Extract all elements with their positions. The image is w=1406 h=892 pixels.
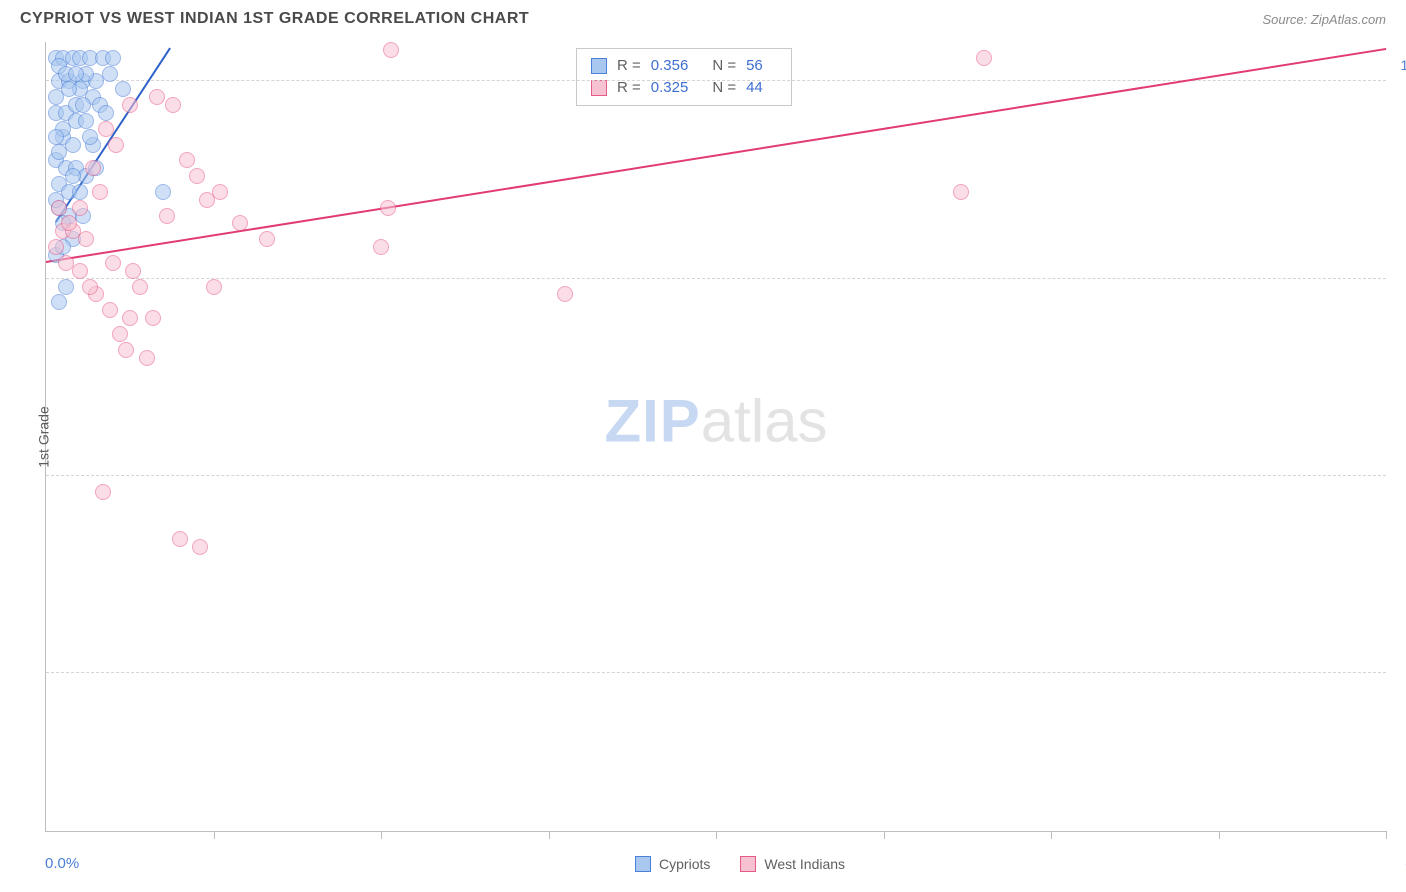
data-point [72,184,88,200]
data-point [165,97,181,113]
data-point [48,129,64,145]
plot-region: ZIPatlas R =0.356N =56R =0.325N =44 92.5… [45,42,1386,832]
gridline-h [46,475,1386,476]
y-axis-title: 1st Grade [36,406,52,467]
data-point [122,97,138,113]
data-point [125,263,141,279]
data-point [65,168,81,184]
data-point [115,81,131,97]
x-tick [716,831,717,839]
data-point [95,484,111,500]
chart-area: ZIPatlas R =0.356N =56R =0.325N =44 92.5… [45,42,1386,832]
x-tick [214,831,215,839]
data-point [102,302,118,318]
legend-swatch [591,80,607,96]
data-point [78,231,94,247]
data-point [61,81,77,97]
data-point [206,279,222,295]
data-point [51,294,67,310]
legend-label: Cypriots [659,856,710,872]
data-point [122,310,138,326]
data-point [212,184,228,200]
x-tick [884,831,885,839]
data-point [75,97,91,113]
data-point [58,279,74,295]
x-axis-min-label: 0.0% [45,855,79,872]
data-point [192,539,208,555]
data-point [82,129,98,145]
data-point [85,160,101,176]
data-point [108,137,124,153]
correlation-legend: R =0.356N =56R =0.325N =44 [576,48,792,106]
legend-item: Cypriots [635,856,710,872]
data-point [383,42,399,58]
r-label: R = [617,55,641,77]
data-point [105,50,121,66]
data-point [259,231,275,247]
series-legend: Cypriots West Indians [635,856,845,872]
data-point [72,200,88,216]
n-label: N = [712,55,736,77]
data-point [92,184,108,200]
data-point [232,215,248,231]
data-point [189,168,205,184]
watermark-atlas: atlas [701,387,828,454]
data-point [118,342,134,358]
data-point [132,279,148,295]
data-point [102,66,118,82]
x-tick [549,831,550,839]
data-point [98,121,114,137]
data-point [149,89,165,105]
x-tick [1386,831,1387,839]
data-point [68,66,84,82]
data-point [380,200,396,216]
x-tick [1051,831,1052,839]
data-point [557,286,573,302]
x-tick [1219,831,1220,839]
y-tick-label: 100.0% [1401,57,1406,73]
legend-swatch [635,856,651,872]
n-value: 56 [746,55,763,77]
gridline-h [46,672,1386,673]
data-point [98,105,114,121]
data-point [373,239,389,255]
data-point [145,310,161,326]
data-point [72,263,88,279]
legend-row: R = 0.356 N = 56 [591,55,777,77]
watermark-zip: ZIP [604,387,700,454]
data-point [51,200,67,216]
data-point [155,184,171,200]
data-point [48,239,64,255]
data-point [179,152,195,168]
data-point [172,531,188,547]
data-point [78,113,94,129]
data-point [51,144,67,160]
gridline-h [46,278,1386,279]
r-value: 0.356 [651,55,689,77]
source-attribution: Source: ZipAtlas.com [1262,12,1386,27]
legend-swatch [740,856,756,872]
legend-item: West Indians [740,856,845,872]
legend-label: West Indians [764,856,845,872]
data-point [112,326,128,342]
data-point [139,350,155,366]
x-tick [381,831,382,839]
watermark: ZIPatlas [604,386,827,455]
data-point [61,215,77,231]
data-point [976,50,992,66]
chart-title: CYPRIOT VS WEST INDIAN 1ST GRADE CORRELA… [20,10,529,28]
data-point [82,279,98,295]
data-point [105,255,121,271]
legend-swatch [591,58,607,74]
data-point [159,208,175,224]
data-point [953,184,969,200]
